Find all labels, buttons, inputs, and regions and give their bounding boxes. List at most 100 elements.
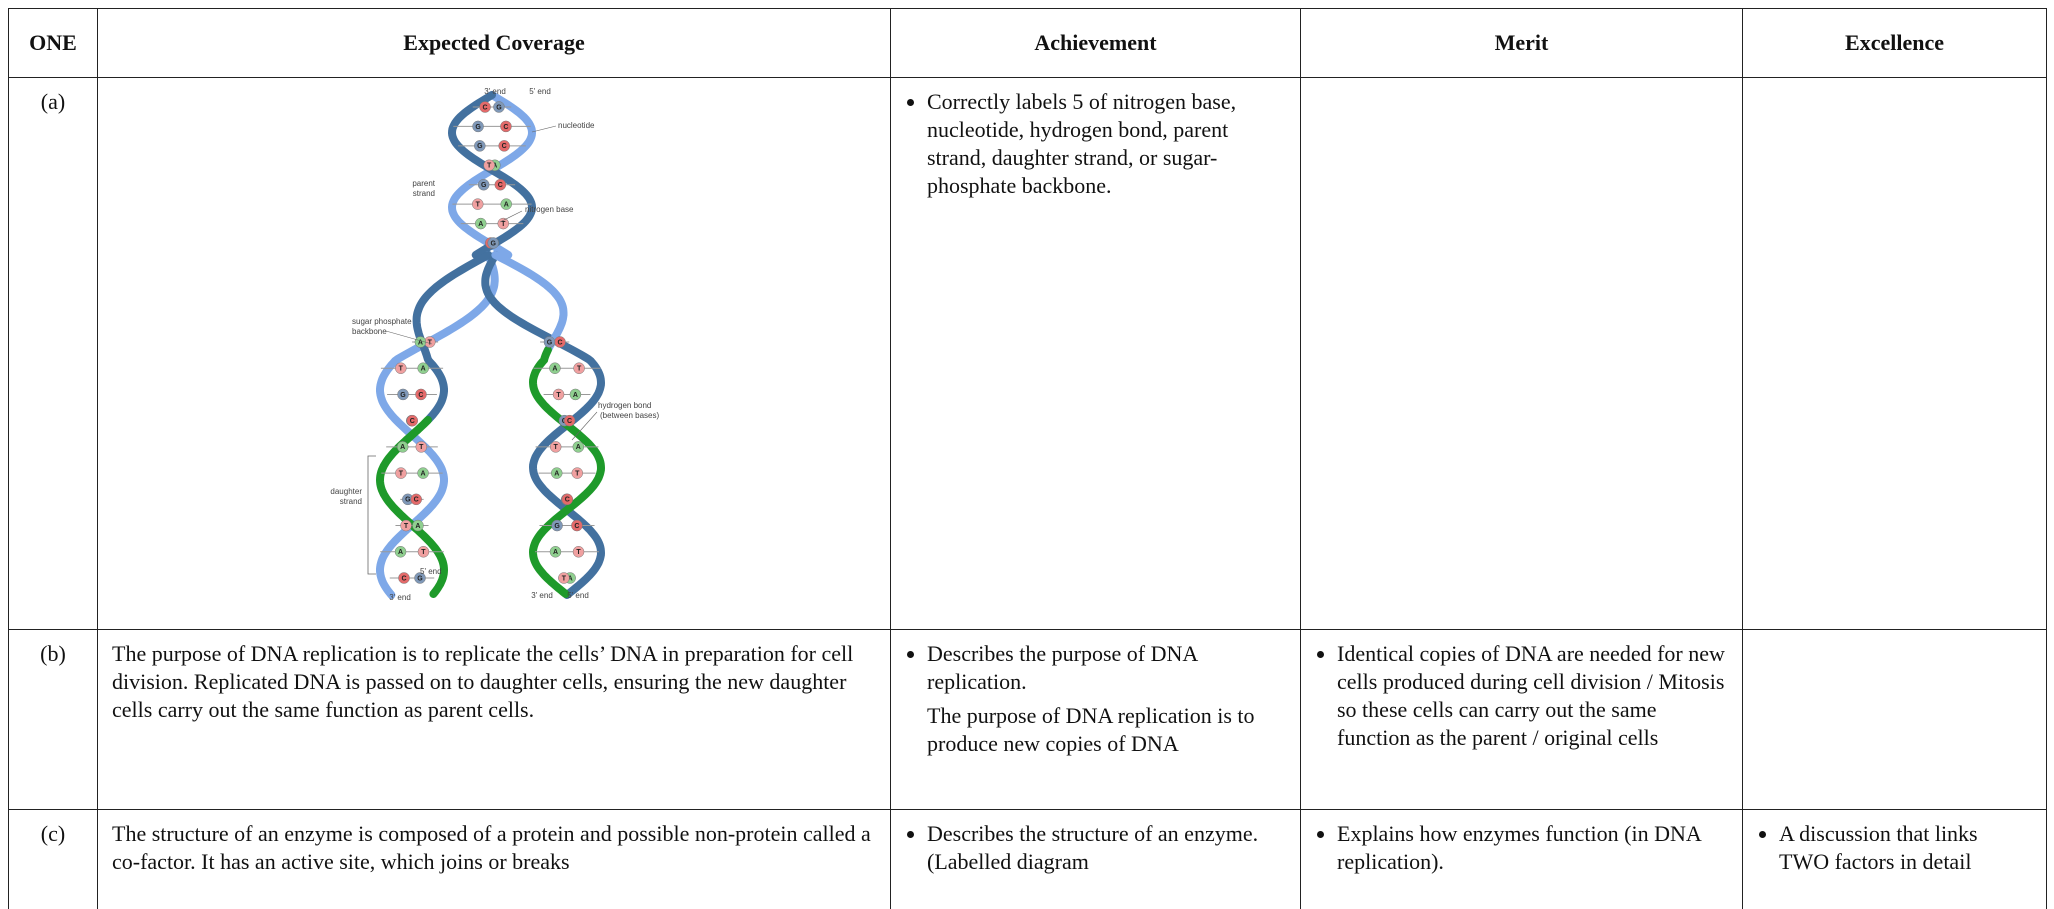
base — [474, 140, 486, 152]
base-letter: T — [476, 201, 481, 208]
base — [561, 493, 574, 506]
base — [497, 217, 510, 230]
strand — [447, 91, 537, 259]
leader — [499, 210, 523, 223]
base — [395, 362, 407, 374]
header-cell: Achievement — [890, 8, 1301, 78]
base-letter: C — [574, 523, 579, 530]
base — [569, 388, 582, 401]
diagram-label: 3' end — [389, 593, 411, 602]
base — [417, 546, 430, 558]
base-letter: T — [562, 575, 567, 582]
diagram-label: 5' end — [567, 591, 589, 600]
base — [550, 467, 563, 479]
bullet: A discussion that links TWO factors in d… — [1779, 820, 2032, 876]
marking-table: ONE Expected Coverage Achievement Merit … — [8, 8, 2047, 909]
base-letter: T — [404, 523, 409, 530]
base — [483, 159, 495, 172]
strand — [491, 251, 568, 353]
strand — [375, 416, 449, 598]
base — [412, 519, 424, 532]
base-letter: A — [398, 549, 403, 556]
base-letter: T — [576, 549, 581, 556]
base — [549, 362, 561, 374]
base-letter: A — [421, 470, 426, 477]
diagram-label: nucleotide — [558, 121, 595, 130]
base-letter: T — [577, 366, 582, 373]
base-letter: C — [483, 104, 488, 111]
base-letter: G — [475, 124, 481, 131]
base — [474, 217, 487, 230]
base — [571, 467, 584, 479]
diagram-label: strand — [413, 189, 435, 198]
diagram-label: 5' end — [529, 87, 551, 96]
base-letter: T — [501, 221, 506, 228]
base — [549, 546, 562, 558]
base-letter: T — [421, 549, 426, 556]
base-letter: C — [502, 143, 507, 150]
base-letter: A — [421, 366, 426, 373]
base-letter: C — [498, 182, 503, 189]
base — [500, 120, 512, 133]
diagram-label: hydrogen bond — [598, 401, 651, 410]
base — [479, 101, 491, 113]
row-label: (b) — [8, 629, 98, 810]
strand — [447, 91, 537, 259]
row: (c) The structure of an enzyme is compos… — [8, 809, 2047, 909]
base-letter: C — [410, 418, 415, 425]
base-letter: C — [557, 339, 562, 346]
base-letter: A — [553, 549, 558, 556]
base-letter: G — [496, 104, 502, 111]
base — [477, 178, 490, 191]
base — [395, 467, 407, 479]
base — [406, 414, 419, 427]
bullet: Explains how enzymes function (in DNA re… — [1337, 820, 1728, 876]
base-letter: G — [405, 497, 411, 504]
leader — [531, 125, 557, 133]
base-letter: A — [478, 221, 483, 228]
base — [571, 519, 583, 532]
base — [415, 388, 427, 401]
diagram-label: sugar phosphate — [352, 317, 412, 326]
base-letter: G — [490, 240, 496, 247]
base — [487, 237, 499, 249]
base — [500, 198, 513, 210]
base — [494, 178, 507, 191]
base-letter: G — [554, 523, 560, 530]
base — [551, 519, 563, 532]
base — [394, 546, 407, 558]
base — [417, 362, 429, 374]
base-letter: T — [419, 444, 424, 451]
base-letter: A — [573, 392, 578, 399]
leader — [571, 411, 598, 441]
header-cell: ONE — [8, 8, 98, 78]
bullet: Correctly labels 5 of nitrogen base, nuc… — [927, 88, 1286, 200]
base-letter: T — [487, 163, 492, 170]
detail: The purpose of DNA replication is to pro… — [927, 703, 1255, 756]
base — [415, 441, 428, 453]
strand — [528, 346, 606, 598]
diagram-label: nitrogen base — [525, 205, 574, 214]
base-letter: T — [556, 392, 561, 399]
base-letter: A — [554, 470, 559, 477]
base — [410, 493, 422, 506]
base — [572, 441, 585, 453]
diagram-label: 3' end — [484, 87, 506, 96]
coverage-cell: The purpose of DNA replication is to rep… — [97, 629, 891, 810]
base-letter: A — [576, 444, 581, 451]
base-letter: A — [504, 201, 509, 208]
base-letter: T — [399, 366, 404, 373]
bracket — [367, 455, 376, 575]
base-letter: C — [565, 497, 570, 504]
base — [563, 414, 576, 427]
base — [397, 388, 409, 401]
base-letter: C — [567, 418, 572, 425]
diagram-label: backbone — [352, 327, 387, 336]
strand — [481, 251, 606, 599]
diagram-label: daughter — [330, 487, 362, 496]
merit-cell — [1300, 77, 1743, 630]
excellence-cell: A discussion that links TWO factors in d… — [1742, 809, 2047, 909]
diagram-label: parent — [412, 179, 435, 188]
achievement-cell: Correctly labels 5 of nitrogen base, nuc… — [890, 77, 1301, 630]
